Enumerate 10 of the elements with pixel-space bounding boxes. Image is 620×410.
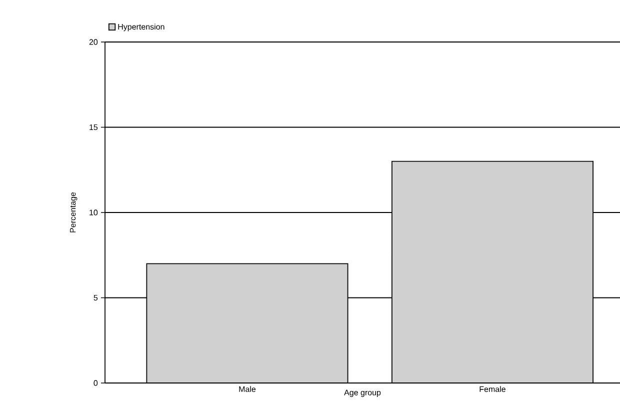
x-axis-title: Age group — [344, 390, 381, 397]
x-tick-label: Female — [480, 386, 506, 392]
x-tick-label: Male — [239, 386, 256, 392]
legend-label: Hypertension — [118, 24, 164, 32]
y-tick-label: 5 — [94, 294, 98, 301]
y-tick-label: 0 — [94, 380, 98, 386]
y-tick-label: 15 — [90, 124, 98, 130]
y-tick-label: 10 — [90, 210, 98, 216]
y-tick-label: 20 — [89, 39, 98, 45]
y-axis-title: Percentage — [70, 192, 78, 232]
